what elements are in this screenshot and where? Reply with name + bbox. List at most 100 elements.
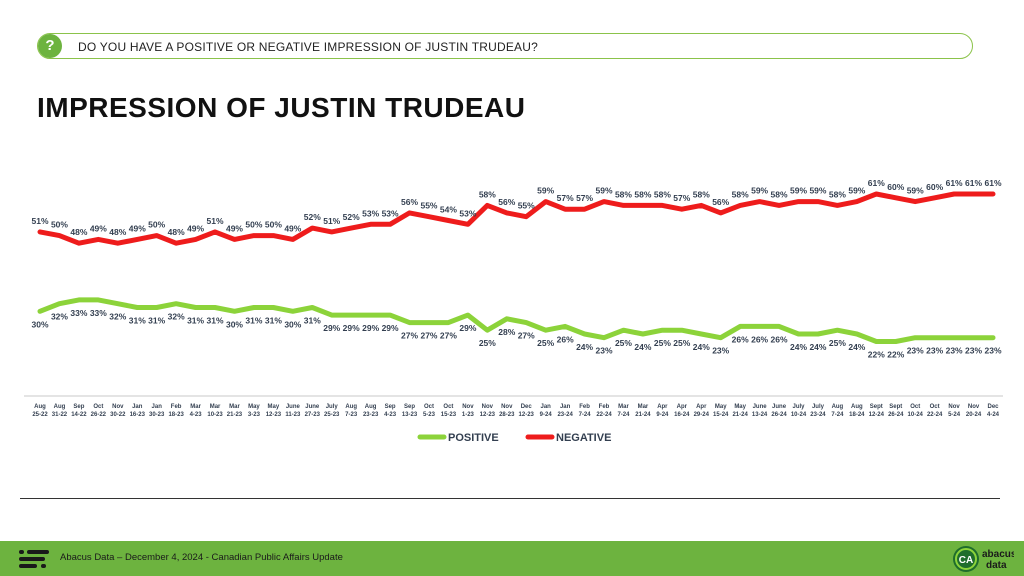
data-label-negative: 53%	[382, 208, 399, 218]
data-label-positive: 23%	[712, 346, 729, 356]
x-tick-label-date: 23-24	[557, 412, 573, 418]
abacus-logo-icon	[19, 550, 49, 568]
footer-bar	[0, 541, 1024, 576]
data-label-negative: 59%	[809, 186, 826, 196]
data-label-negative: 56%	[712, 197, 729, 207]
series-line-negative	[37, 191, 996, 246]
x-tick-label-date: 21-24	[732, 412, 748, 418]
x-tick-label-month: Feb	[171, 404, 182, 410]
x-tick-label-date: 7-24	[831, 412, 844, 418]
data-label-negative: 49%	[187, 223, 204, 233]
data-label-negative: 58%	[615, 189, 632, 199]
data-label-negative: 61%	[965, 178, 982, 188]
x-tick-label-date: 12-23	[480, 412, 496, 418]
x-tick-label-month: Aug	[832, 404, 844, 410]
x-tick-label-date: 3-23	[248, 412, 261, 418]
x-tick-label-month: Oct	[930, 404, 940, 410]
data-label-positive: 23%	[926, 346, 943, 356]
data-label-negative: 52%	[343, 212, 360, 222]
x-tick-label-month: July	[812, 404, 825, 410]
x-tick-label-date: 30-23	[149, 412, 165, 418]
data-label-negative: 59%	[848, 186, 865, 196]
x-tick-label-month: June	[286, 404, 301, 410]
data-label-positive: 33%	[90, 308, 107, 318]
x-tick-label-date: 14-22	[71, 412, 87, 418]
x-tick-label-month: Sep	[404, 404, 415, 410]
x-tick-label-month: Dec	[521, 404, 533, 410]
data-label-positive: 24%	[809, 342, 826, 352]
x-tick-label-date: 25-22	[32, 412, 48, 418]
data-label-positive: 31%	[129, 315, 146, 325]
data-label-positive: 31%	[187, 315, 204, 325]
x-tick-label-month: Mar	[229, 404, 240, 410]
data-label-negative: 54%	[440, 205, 457, 215]
data-label-positive: 26%	[557, 334, 574, 344]
data-label-positive: 29%	[459, 323, 476, 333]
x-tick-label-date: 11-23	[285, 412, 301, 418]
data-label-negative: 55%	[518, 201, 535, 211]
data-label-positive: 23%	[946, 346, 963, 356]
x-tick-label-month: Nov	[482, 404, 494, 410]
data-label-negative: 58%	[732, 189, 749, 199]
x-tick-label-month: June	[772, 404, 787, 410]
x-tick-label-date: 10-24	[908, 412, 924, 418]
data-label-positive: 25%	[673, 338, 690, 348]
data-label-negative: 57%	[557, 193, 574, 203]
x-tick-label-month: Aug	[54, 404, 66, 410]
question-icon: ?	[38, 34, 62, 58]
data-label-positive: 26%	[751, 334, 768, 344]
data-label-negative: 53%	[362, 208, 379, 218]
x-tick-label-month: Sept	[889, 404, 902, 410]
data-label-positive: 30%	[226, 319, 243, 329]
data-label-positive: 24%	[848, 342, 865, 352]
data-label-positive: 28%	[498, 327, 515, 337]
x-tick-label-date: 13-23	[402, 412, 418, 418]
data-label-negative: 49%	[129, 223, 146, 233]
data-label-negative: 51%	[207, 216, 224, 226]
data-label-positive: 31%	[304, 315, 321, 325]
data-label-negative: 48%	[109, 227, 126, 237]
brand-mark: CA	[959, 555, 973, 566]
x-tick-label-date: 27-23	[305, 412, 321, 418]
x-tick-label-date: 10-23	[207, 412, 223, 418]
data-label-positive: 31%	[265, 315, 282, 325]
data-label-positive: 26%	[771, 334, 788, 344]
data-label-negative: 59%	[751, 186, 768, 196]
x-tick-label-month: May	[715, 404, 727, 410]
data-label-negative: 61%	[868, 178, 885, 188]
data-label-negative: 48%	[168, 227, 185, 237]
x-tick-label-month: Nov	[948, 404, 960, 410]
data-label-negative: 52%	[304, 212, 321, 222]
data-label-positive: 30%	[31, 319, 48, 329]
x-tick-label-date: 23-23	[363, 412, 379, 418]
x-tick-label-date: 15-23	[441, 412, 457, 418]
brand-name-line2: data	[986, 560, 1007, 571]
x-tick-label-date: 12-23	[519, 412, 535, 418]
data-label-positive: 24%	[693, 342, 710, 352]
x-tick-label-month: May	[248, 404, 260, 410]
x-tick-label-month: Jan	[560, 404, 571, 410]
x-tick-label-month: Nov	[462, 404, 474, 410]
footer-text: Abacus Data – December 4, 2024 - Canadia…	[60, 552, 343, 563]
data-label-positive: 23%	[984, 346, 1001, 356]
x-tick-label-month: Oct	[424, 404, 434, 410]
x-tick-label-month: Oct	[443, 404, 453, 410]
data-label-positive: 26%	[732, 334, 749, 344]
data-label-negative: 58%	[771, 189, 788, 199]
x-tick-label-date: 9-24	[656, 412, 669, 418]
legend-label-positive: POSITIVE	[448, 432, 499, 444]
x-tick-label-date: 5-24	[948, 412, 961, 418]
x-tick-label-month: Mar	[190, 404, 201, 410]
data-label-negative: 58%	[479, 189, 496, 199]
data-label-positive: 22%	[868, 350, 885, 360]
data-label-negative: 60%	[887, 182, 904, 192]
x-tick-label-date: 10-24	[791, 412, 807, 418]
data-label-positive: 32%	[51, 312, 68, 322]
data-label-positive: 31%	[148, 315, 165, 325]
data-label-positive: 27%	[440, 331, 457, 341]
x-tick-label-month: Jan	[152, 404, 163, 410]
x-tick-label-date: 7-23	[345, 412, 358, 418]
x-tick-label-month: Apr	[677, 404, 688, 410]
x-tick-label-date: 16-23	[130, 412, 146, 418]
data-label-negative: 51%	[323, 216, 340, 226]
